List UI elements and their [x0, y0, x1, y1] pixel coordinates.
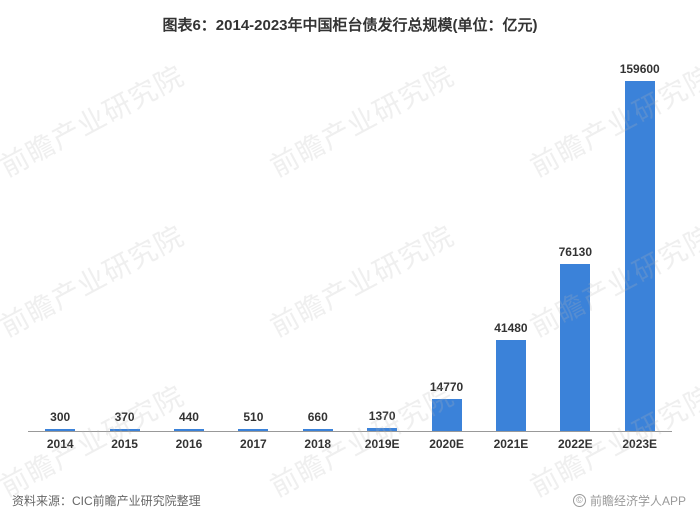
bar-value-label: 41480: [494, 321, 527, 335]
credit-text: 前瞻经济学人APP: [590, 492, 686, 509]
bar: [496, 340, 526, 431]
bars-container: 300 370 440 510 660 1370 14770 41480 76130 159600: [28, 55, 672, 431]
bar-value-label: 1370: [369, 409, 396, 423]
bar-group: 440: [157, 410, 221, 431]
x-axis-label: 2023E: [608, 432, 672, 455]
bar-value-label: 440: [179, 410, 199, 424]
bar-value-label: 510: [243, 410, 263, 424]
bar-group: 660: [286, 410, 350, 431]
bar-value-label: 76130: [559, 245, 592, 259]
bar-group: 300: [28, 410, 92, 431]
bar-value-label: 660: [308, 410, 328, 424]
x-axis-label: 2016: [157, 432, 221, 455]
x-axis-label: 2022E: [543, 432, 607, 455]
source-label: 资料来源：: [12, 494, 72, 508]
bar: [432, 399, 462, 431]
bar-group: 76130: [543, 245, 607, 431]
bar-group: 510: [221, 410, 285, 431]
bar: [625, 81, 655, 431]
x-axis-label: 2015: [92, 432, 156, 455]
chart-area: 300 370 440 510 660 1370 14770 41480 76130 159600…: [28, 55, 672, 455]
x-axis-label: 2021E: [479, 432, 543, 455]
x-axis-label: 2014: [28, 432, 92, 455]
bar-group: 159600: [608, 62, 672, 431]
bar-group: 14770: [414, 380, 478, 431]
bar: [560, 264, 590, 431]
chart-title: 图表6：2014-2023年中国柜台债发行总规模(单位：亿元): [0, 0, 700, 35]
x-axis-label: 2020E: [414, 432, 478, 455]
bar-group: 41480: [479, 321, 543, 431]
source-text: CIC前瞻产业研究院整理: [72, 494, 201, 508]
x-axis: 201420152016201720182019E2020E2021E2022E…: [28, 431, 672, 455]
x-axis-label: 2018: [286, 432, 350, 455]
bar-group: 370: [92, 410, 156, 431]
bar-value-label: 14770: [430, 380, 463, 394]
source-line: 资料来源：CIC前瞻产业研究院整理: [12, 492, 201, 509]
x-axis-label: 2017: [221, 432, 285, 455]
credit-line: © 前瞻经济学人APP: [573, 492, 686, 509]
x-axis-label: 2019E: [350, 432, 414, 455]
bar-value-label: 370: [115, 410, 135, 424]
bar-value-label: 159600: [620, 62, 660, 76]
credit-icon: ©: [573, 494, 586, 507]
bar-group: 1370: [350, 409, 414, 431]
bar-value-label: 300: [50, 410, 70, 424]
